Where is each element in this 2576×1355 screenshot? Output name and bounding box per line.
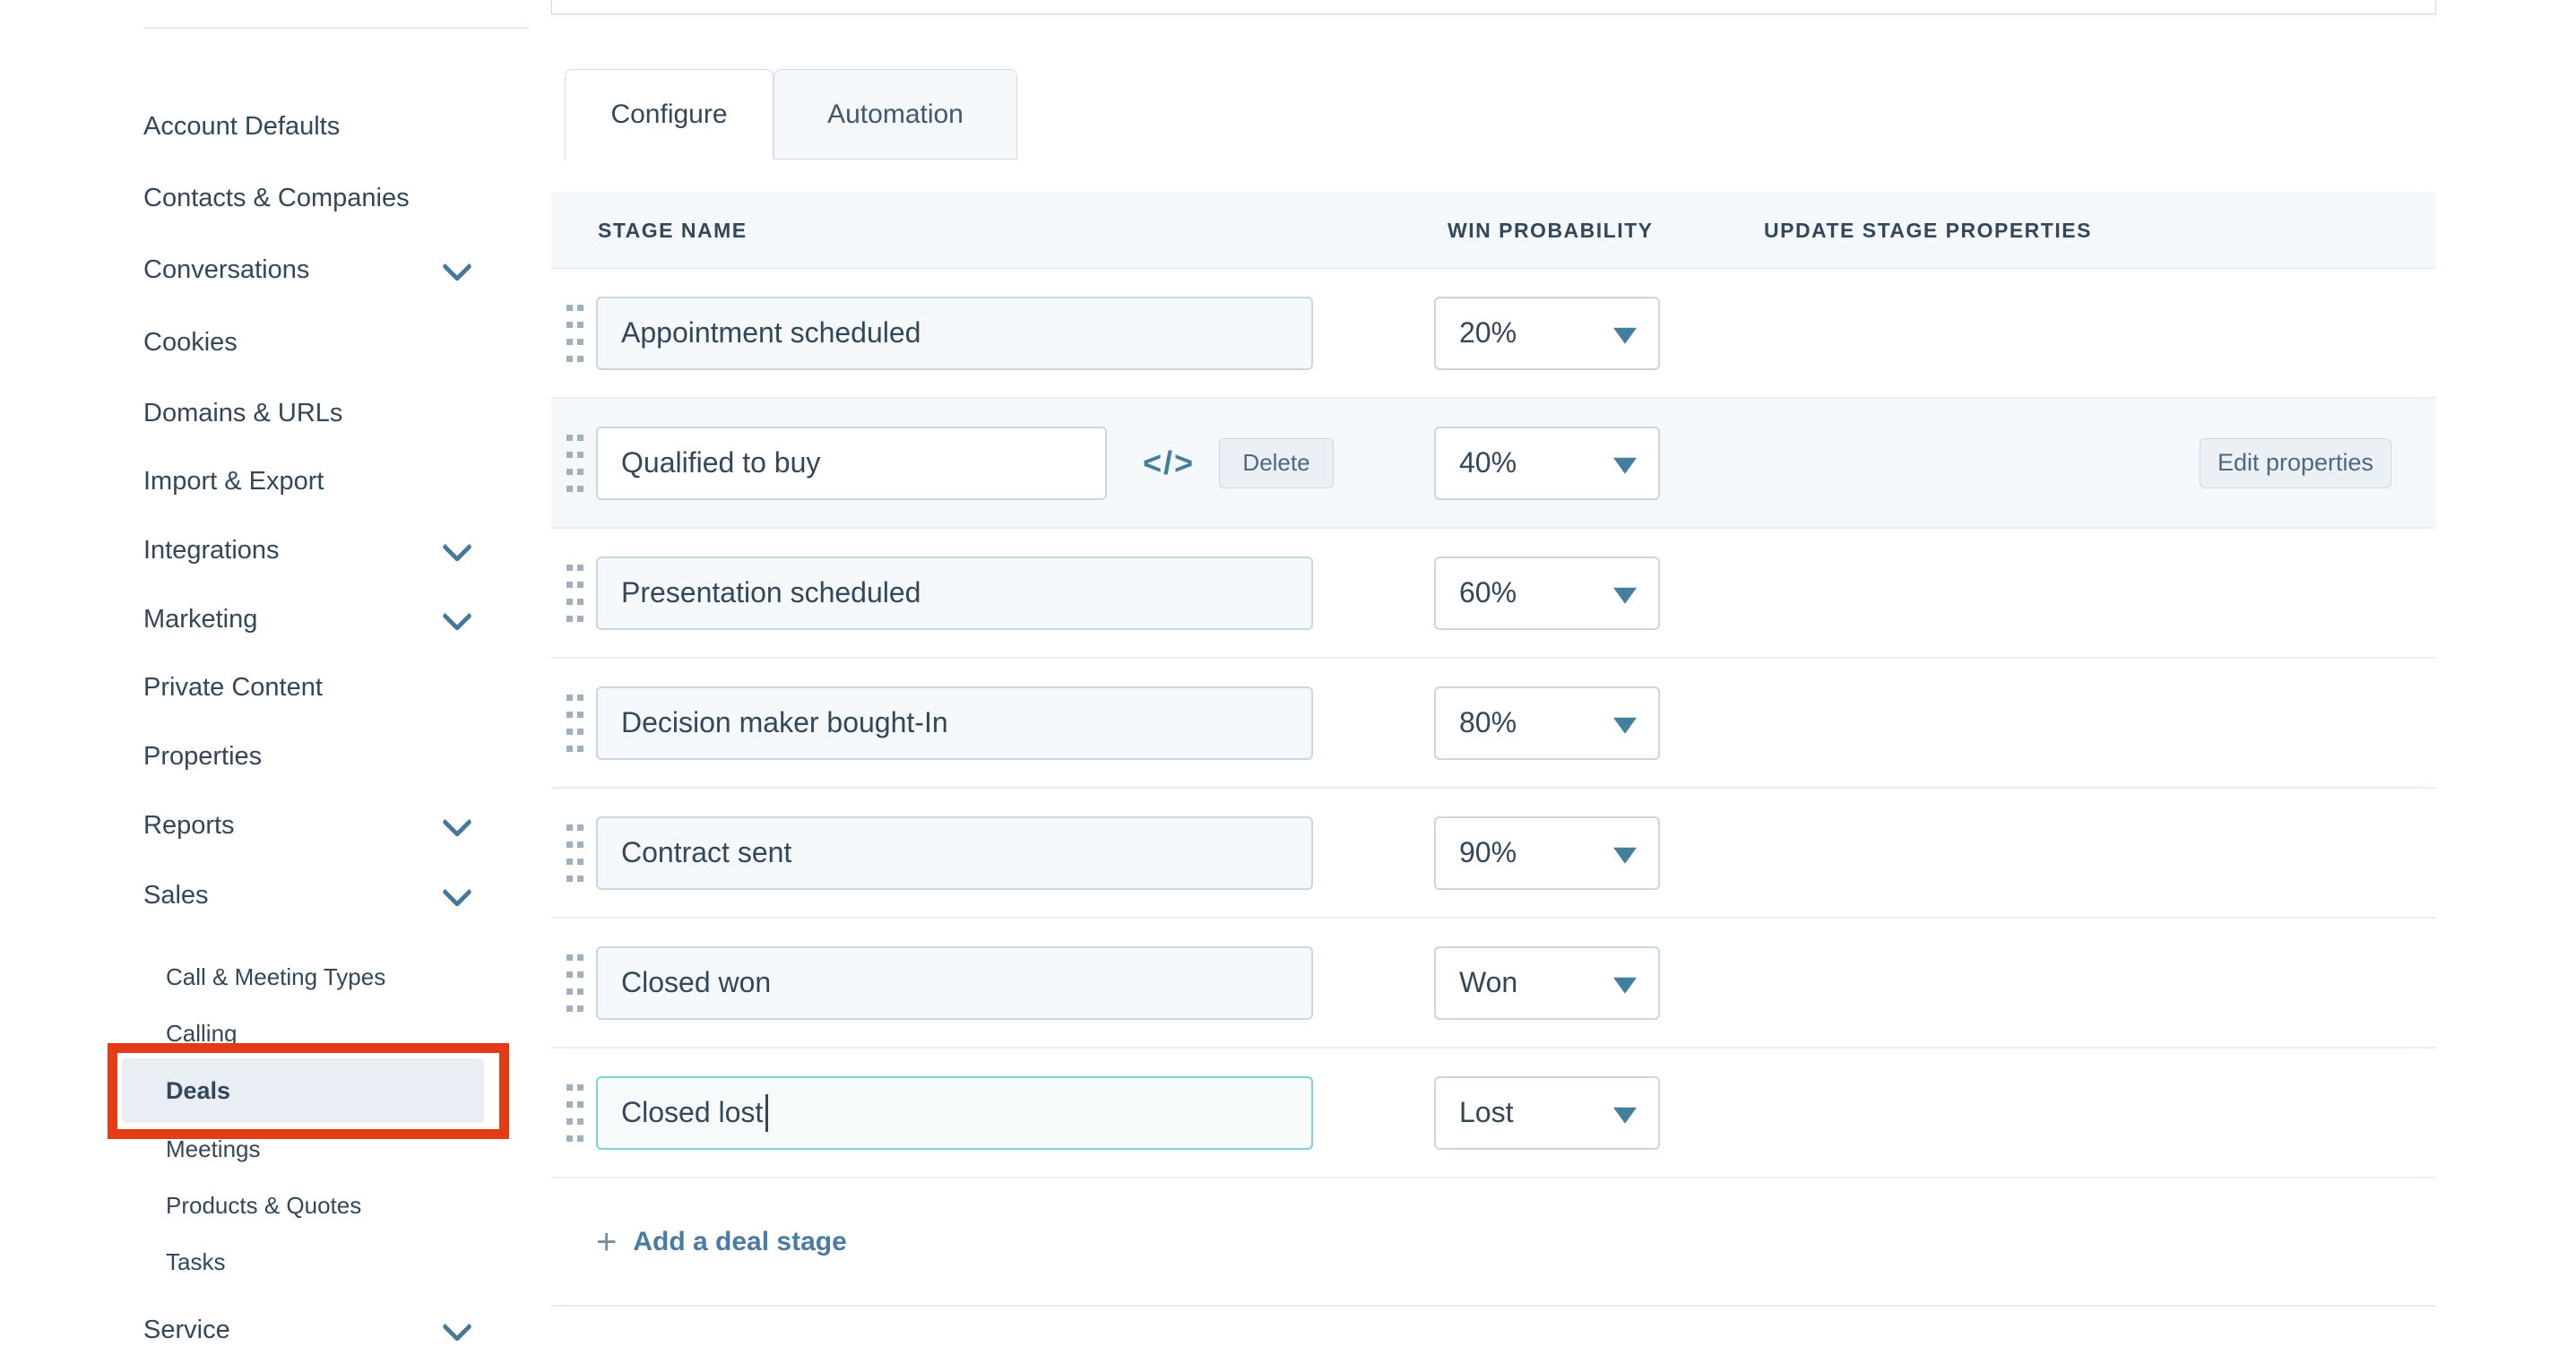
sidebar-item-import-export[interactable]: Import & Export — [143, 466, 324, 496]
sidebar-item-contacts-companies[interactable]: Contacts & Companies — [143, 183, 410, 212]
tab-automation[interactable]: Automation — [774, 69, 1017, 160]
stage-name-input[interactable]: Qualified to buy — [596, 426, 1107, 500]
drag-handle-icon[interactable] — [566, 434, 584, 492]
sidebar-item-service[interactable]: Service — [143, 1305, 502, 1355]
dropdown-caret-icon — [1613, 977, 1637, 994]
sidebar-item-tasks[interactable]: Tasks — [166, 1247, 226, 1275]
drag-handle-icon[interactable] — [566, 694, 584, 752]
sidebar-item-call-meeting-types[interactable]: Call & Meeting Types — [166, 962, 386, 990]
edit-properties-button[interactable]: Edit properties — [2200, 437, 2391, 488]
drag-handle-icon[interactable] — [566, 954, 584, 1012]
drag-handle-icon[interactable] — [566, 564, 584, 622]
chevron-down-icon — [442, 531, 472, 563]
win-probability-dropdown[interactable]: Won — [1434, 945, 1660, 1020]
annotation-red-box — [108, 1043, 509, 1139]
table-row: Closed lost Lost — [551, 1049, 2436, 1178]
sidebar-item-properties[interactable]: Properties — [143, 741, 263, 771]
table-row: Closed won Won — [551, 919, 2436, 1049]
sidebar-item-reports[interactable]: Reports — [143, 800, 502, 850]
drag-handle-icon[interactable] — [566, 824, 584, 882]
sidebar-item-calling[interactable]: Calling — [166, 1019, 238, 1047]
stage-name-input[interactable]: Decision maker bought-In — [596, 686, 1313, 760]
code-snippet-icon[interactable]: </> — [1143, 444, 1196, 481]
win-probability-dropdown[interactable]: 20% — [1434, 296, 1660, 370]
chevron-down-icon — [442, 251, 472, 282]
stage-name-input-focused[interactable]: Closed lost — [596, 1075, 1313, 1150]
stage-name-input[interactable]: Contract sent — [596, 816, 1313, 890]
stage-name-input[interactable]: Presentation scheduled — [596, 556, 1313, 630]
sidebar-item-private-content[interactable]: Private Content — [143, 672, 323, 702]
sidebar-item-marketing[interactable]: Marketing — [143, 594, 502, 644]
table-row: Appointment scheduled 20% — [551, 269, 2436, 399]
table-footer: + Add a deal stage — [551, 1178, 2436, 1307]
table-header: STAGE NAME WIN PROBABILITY UPDATE STAGE … — [551, 192, 2436, 269]
sidebar-item-products-quotes[interactable]: Products & Quotes — [166, 1191, 362, 1219]
sidebar-item-meetings[interactable]: Meetings — [166, 1135, 261, 1162]
previous-card-bottom-edge — [551, 0, 2436, 14]
table-row: Decision maker bought-In 80% — [551, 659, 2436, 789]
sidebar-item-account-defaults[interactable]: Account Defaults — [143, 111, 341, 141]
add-deal-stage-link[interactable]: + Add a deal stage — [596, 1221, 847, 1262]
dropdown-caret-icon — [1613, 1107, 1637, 1124]
column-header-update-stage-properties: UPDATE STAGE PROPERTIES — [1764, 218, 2092, 242]
stage-name-input[interactable]: Appointment scheduled — [596, 296, 1313, 370]
deal-stages-table: STAGE NAME WIN PROBABILITY UPDATE STAGE … — [551, 192, 2436, 1310]
dropdown-caret-icon — [1613, 327, 1637, 344]
settings-sidebar: Account Defaults Contacts & Companies Co… — [0, 0, 538, 1344]
table-row: Contract sent 90% — [551, 789, 2436, 919]
win-probability-dropdown[interactable]: 40% — [1434, 426, 1660, 500]
drag-handle-icon[interactable] — [566, 304, 584, 362]
drag-handle-icon[interactable] — [566, 1083, 584, 1142]
chevron-down-icon — [442, 1311, 472, 1342]
column-header-win-probability: WIN PROBABILITY — [1448, 218, 1654, 242]
sidebar-item-deals-highlight — [122, 1058, 484, 1123]
sidebar-item-conversations[interactable]: Conversations — [143, 245, 502, 295]
chevron-down-icon — [442, 600, 472, 632]
sidebar-item-cookies[interactable]: Cookies — [143, 327, 238, 357]
text-cursor — [765, 1093, 769, 1132]
dropdown-caret-icon — [1613, 457, 1637, 474]
dropdown-caret-icon — [1613, 847, 1637, 864]
sidebar-item-sales[interactable]: Sales — [143, 870, 502, 920]
dropdown-caret-icon — [1613, 717, 1637, 734]
sidebar-divider — [143, 27, 529, 29]
sidebar-item-deals[interactable]: Deals — [166, 1076, 231, 1104]
chevron-down-icon — [442, 807, 472, 838]
table-row: Qualified to buy </> Delete 40% Edit pro… — [551, 399, 2436, 529]
win-probability-dropdown[interactable]: 60% — [1434, 556, 1660, 630]
delete-button[interactable]: Delete — [1219, 437, 1334, 488]
plus-icon: + — [596, 1221, 618, 1262]
win-probability-dropdown[interactable]: 90% — [1434, 816, 1660, 890]
sidebar-item-integrations[interactable]: Integrations — [143, 525, 502, 575]
tab-configure[interactable]: Configure — [565, 69, 774, 160]
win-probability-dropdown[interactable]: 80% — [1434, 686, 1660, 760]
dropdown-caret-icon — [1613, 587, 1637, 604]
win-probability-dropdown[interactable]: Lost — [1434, 1075, 1660, 1150]
stage-name-input[interactable]: Closed won — [596, 945, 1313, 1020]
chevron-down-icon — [442, 876, 472, 908]
column-header-stage-name: STAGE NAME — [598, 218, 748, 242]
sidebar-item-domains-urls[interactable]: Domains & URLs — [143, 398, 343, 427]
table-row: Presentation scheduled 60% — [551, 529, 2436, 659]
